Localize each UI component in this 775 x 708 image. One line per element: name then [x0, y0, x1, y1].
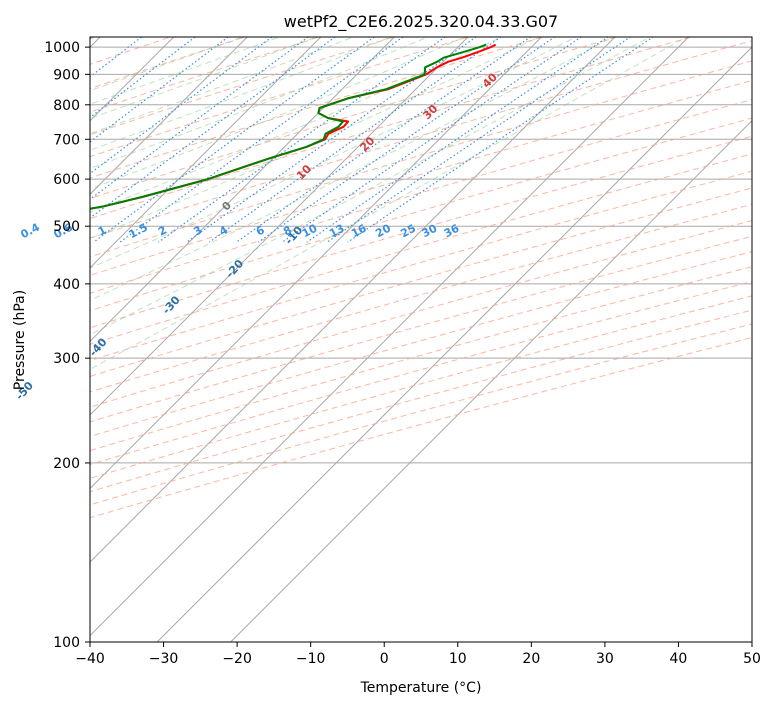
- data-layer: [90, 43, 497, 210]
- mixing-ratio-label: 16: [349, 222, 369, 241]
- x-tick-label: −20: [222, 651, 252, 667]
- moist-adiabat-line: [90, 37, 504, 213]
- chart-title: wetPf2_C2E6.2025.320.04.33.G07: [284, 12, 558, 32]
- mixing-ratio-line: [236, 37, 532, 243]
- dry-adiabat-line: [90, 251, 752, 437]
- mixing-ratio-line: [90, 37, 196, 119]
- dry-adiabat-line: [90, 235, 752, 423]
- x-tick-label: 50: [743, 651, 761, 667]
- mixing-ratio-line: [186, 37, 478, 243]
- mixing-ratio-line: [306, 37, 610, 243]
- dry-adiabat-line: [90, 37, 470, 158]
- mixing-ratio-label: 20: [373, 221, 393, 240]
- mixing-ratio-line: [90, 37, 310, 201]
- y-tick-label: 700: [53, 132, 80, 148]
- moist-adiabat-line: [90, 37, 282, 105]
- isotherm-line: [90, 37, 469, 416]
- mixing-ratio-line: [90, 37, 336, 219]
- mixing-ratio-line: [208, 37, 502, 243]
- x-tick-label: −40: [75, 651, 105, 667]
- mixing-ratio-line: [347, 37, 655, 243]
- x-tick-label: −10: [296, 651, 326, 667]
- moist-adiabat-line: [90, 37, 245, 92]
- dry-adiabat-line: [90, 187, 752, 377]
- x-tick-label: 40: [670, 651, 688, 667]
- y-tick-label: 1000: [44, 40, 80, 56]
- y-tick-label: 100: [53, 635, 80, 651]
- x-tick-label: 20: [522, 651, 540, 667]
- dry-adiabat-line: [90, 99, 752, 294]
- x-axis-label: Temperature (°C): [360, 680, 482, 696]
- mixing-ratio-line: [281, 37, 583, 243]
- dry-adiabat-line: [90, 280, 752, 466]
- moist-adiabat-line: [90, 37, 467, 190]
- moist-adiabat-line: [90, 37, 355, 135]
- dry-adiabat-line: [90, 37, 694, 220]
- y-tick-label: 600: [53, 172, 80, 188]
- mixing-ratio-line: [326, 37, 632, 243]
- y-tick-label: 400: [53, 277, 80, 293]
- dry-adiabat-line: [90, 37, 396, 136]
- y-tick-label: 200: [53, 456, 80, 472]
- y-tick-label: 300: [53, 351, 80, 367]
- y-tick-label: 500: [53, 219, 80, 235]
- mixing-ratio-label: 10: [300, 221, 320, 240]
- dry-adiabat-line: [90, 37, 619, 200]
- mixing-ratio-line: [257, 37, 556, 243]
- isotherm-line: [90, 37, 543, 490]
- dry-adiabat-line: [90, 37, 247, 90]
- y-tick-label: 900: [53, 67, 80, 83]
- x-tick-label: 0: [380, 651, 389, 667]
- moist-adiabat-line: [90, 37, 614, 301]
- mixing-ratio-label: 30: [420, 221, 440, 240]
- dewpoint-profile: [90, 43, 487, 210]
- moist-adiabat-line: [90, 37, 577, 269]
- x-tick-label: −30: [149, 651, 179, 667]
- dry-adiabat-line: [90, 79, 752, 276]
- mixing-ratio-line: [90, 37, 143, 78]
- isotherm-line: [90, 37, 690, 637]
- grid-layer: [90, 37, 752, 642]
- y-axis: 100 200 300 400 500 600 700 800 900 1000: [44, 40, 90, 651]
- moist-adiabat-line: [90, 37, 318, 119]
- isotherm-line: [156, 46, 752, 642]
- mixing-ratio-line: [90, 37, 230, 143]
- plot-frame: [89, 36, 753, 643]
- dry-adiabat-line: [90, 60, 752, 258]
- x-tick-label: 30: [596, 651, 614, 667]
- mixing-ratio-label: 25: [398, 222, 418, 241]
- y-axis-label: Pressure (hPa): [12, 290, 28, 390]
- isotherm-line: [229, 119, 752, 642]
- dry-adiabat-line: [90, 309, 752, 493]
- mixing-ratio-label: 36: [442, 222, 462, 241]
- isotherm-line: [90, 37, 396, 343]
- mixing-ratio-label: 13: [327, 222, 347, 241]
- isotherm-line: [90, 37, 616, 563]
- x-axis: −40 −30 −20 −10 0 10 20 30 40 50: [75, 642, 761, 667]
- moist-adiabat-line: [90, 37, 541, 239]
- dry-adiabat-line: [90, 337, 752, 519]
- isotherm-line: [90, 37, 322, 269]
- x-tick-label: 10: [449, 651, 467, 667]
- dry-adiabat-line: [90, 117, 752, 312]
- y-tick-label: 800: [53, 98, 80, 114]
